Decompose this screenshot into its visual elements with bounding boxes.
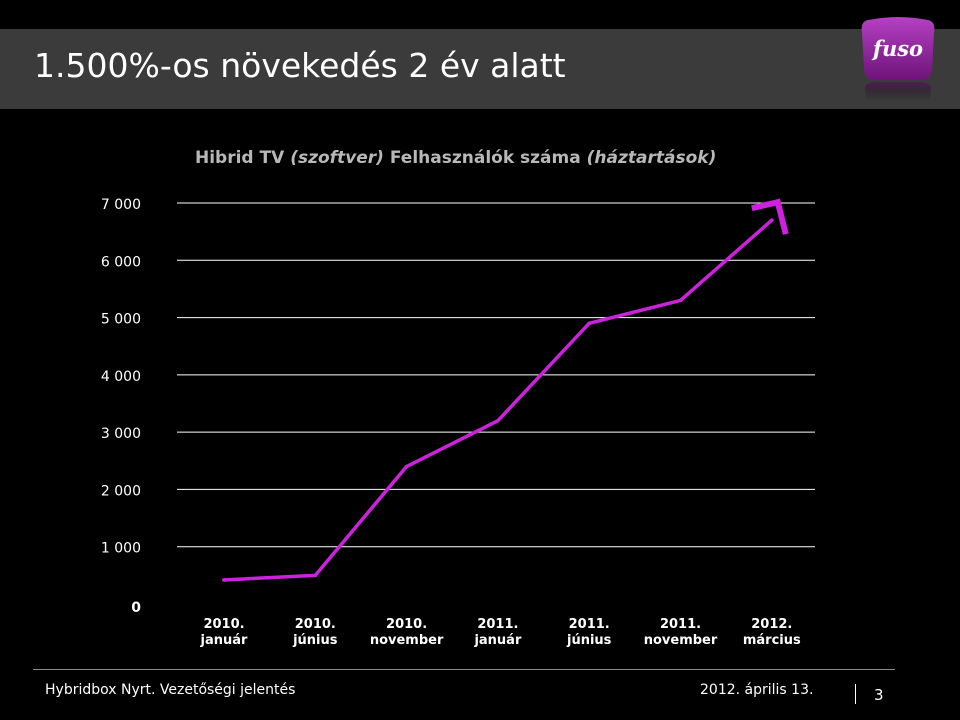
x-tick-label-month: november — [370, 633, 444, 648]
x-tick-label-month: március — [743, 633, 801, 648]
trend-arrow-icon — [751, 198, 789, 235]
chart-title-part: (háztartások) — [587, 148, 717, 168]
x-tick-label-year: 2010. — [203, 617, 244, 632]
logo-text: fuso — [871, 36, 923, 61]
data-point — [496, 418, 500, 423]
x-tick-label-year: 2011. — [477, 617, 518, 632]
x-tick-label-month: január — [473, 633, 522, 648]
data-point — [313, 573, 318, 578]
chart-title-part: Hibrid TV — [195, 148, 290, 168]
x-tick-label-year: 2011. — [569, 617, 610, 632]
y-tick-label: 0 — [131, 600, 141, 616]
x-tick-label-year: 2012. — [751, 617, 792, 632]
series-line — [222, 218, 774, 582]
data-point — [222, 578, 226, 582]
x-tick-label-year: 2010. — [386, 617, 427, 632]
page-number: 3 — [874, 686, 884, 704]
chart-title: Hibrid TV (szoftver) Felhasználók száma … — [195, 148, 716, 168]
y-tick-label: 4 000 — [101, 369, 141, 385]
x-tick-label-month: november — [644, 633, 718, 648]
y-tick-label: 3 000 — [101, 426, 141, 442]
series-group — [222, 198, 789, 582]
x-tick-label-month: június — [566, 633, 612, 648]
y-tick-label: 7 000 — [101, 197, 141, 213]
footer-date: 2012. április 13. — [700, 682, 814, 698]
y-tick-label: 5 000 — [101, 312, 141, 328]
data-point — [404, 464, 409, 469]
grid-lines — [177, 202, 815, 548]
data-point — [770, 218, 774, 222]
x-tick-label-year: 2010. — [295, 617, 336, 632]
y-axis-labels: 0 1 000 2 000 3 000 4 000 5 000 6 000 7 000 — [101, 197, 141, 616]
x-tick-label-year: 2011. — [660, 617, 701, 632]
y-tick-label: 2 000 — [101, 483, 141, 499]
footer-divider — [33, 669, 895, 670]
footer-left-text: Hybridbox Nyrt. Vezetőségi jelentés — [45, 682, 296, 698]
chart-title-part: (szoftver) — [290, 148, 384, 168]
chart-title-part: Felhasználók száma — [384, 148, 587, 168]
footer-separator — [855, 684, 856, 704]
x-tick-label-month: június — [292, 633, 338, 648]
slide-title: 1.500%-os növekedés 2 év alatt — [34, 46, 566, 85]
x-axis-labels: 2010.január2010.június2010.november2011.… — [200, 617, 801, 648]
title-bar: 1.500%-os növekedés 2 év alatt — [0, 29, 960, 109]
y-tick-label: 1 000 — [101, 541, 141, 557]
data-point — [678, 298, 683, 303]
y-tick-label: 6 000 — [101, 254, 141, 270]
x-tick-label-month: január — [200, 633, 249, 648]
data-point — [587, 321, 591, 326]
fuso-logo-icon: fuso — [861, 17, 935, 100]
